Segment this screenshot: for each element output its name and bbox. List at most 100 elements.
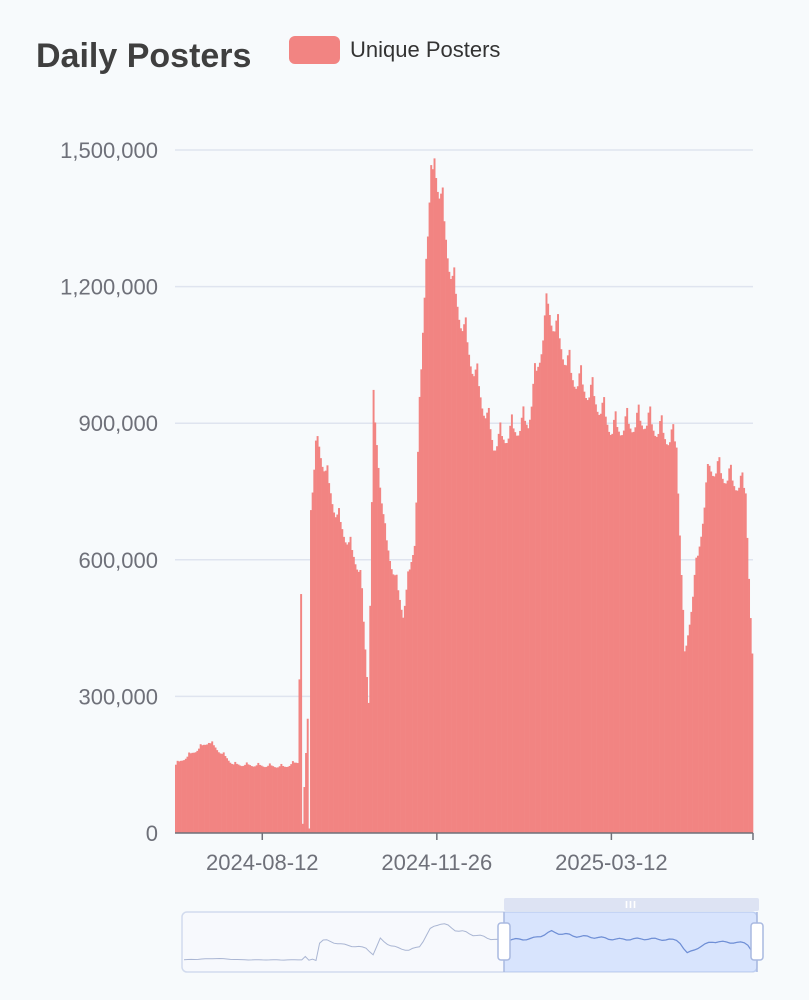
bar[interactable]: [698, 546, 701, 833]
bar[interactable]: [606, 424, 609, 833]
bar[interactable]: [515, 435, 518, 833]
bar[interactable]: [374, 422, 377, 833]
bar[interactable]: [570, 372, 573, 833]
bar[interactable]: [716, 461, 719, 833]
bar[interactable]: [529, 419, 531, 833]
bar[interactable]: [725, 483, 727, 833]
bar[interactable]: [621, 435, 624, 833]
bar[interactable]: [407, 571, 410, 833]
bar[interactable]: [576, 386, 579, 833]
bar[interactable]: [476, 363, 479, 833]
bar[interactable]: [738, 487, 741, 833]
bar[interactable]: [298, 679, 301, 833]
bar[interactable]: [207, 742, 210, 833]
bar[interactable]: [183, 760, 186, 833]
bar[interactable]: [555, 320, 558, 833]
bar[interactable]: [496, 446, 499, 833]
bar[interactable]: [553, 331, 556, 833]
bar[interactable]: [703, 507, 706, 833]
bar[interactable]: [254, 766, 256, 833]
bar[interactable]: [277, 767, 280, 833]
bar[interactable]: [413, 545, 416, 833]
bar[interactable]: [267, 765, 270, 833]
bar[interactable]: [461, 331, 464, 833]
bar[interactable]: [530, 406, 533, 833]
bar[interactable]: [662, 432, 665, 833]
bar[interactable]: [517, 435, 520, 833]
bar[interactable]: [349, 536, 352, 833]
bar[interactable]: [527, 428, 530, 833]
bar[interactable]: [395, 574, 398, 833]
bar[interactable]: [232, 764, 235, 833]
bar[interactable]: [499, 422, 502, 833]
bar[interactable]: [540, 354, 543, 833]
bar[interactable]: [382, 514, 385, 833]
bar[interactable]: [538, 362, 541, 833]
bar[interactable]: [445, 239, 448, 833]
bar[interactable]: [410, 561, 413, 833]
bar[interactable]: [295, 762, 298, 833]
bar[interactable]: [408, 569, 411, 833]
bar[interactable]: [596, 411, 599, 833]
bar[interactable]: [463, 324, 466, 833]
bar[interactable]: [433, 158, 436, 833]
bar[interactable]: [723, 483, 726, 833]
bar[interactable]: [491, 439, 494, 833]
bar[interactable]: [316, 436, 319, 833]
bar[interactable]: [366, 677, 368, 833]
bar[interactable]: [746, 537, 749, 833]
bar[interactable]: [422, 332, 424, 833]
bar[interactable]: [405, 589, 408, 833]
bar[interactable]: [688, 624, 691, 833]
bar-series[interactable]: [175, 158, 754, 834]
bar[interactable]: [333, 512, 336, 833]
bar[interactable]: [655, 436, 658, 833]
bar[interactable]: [720, 473, 723, 833]
bar[interactable]: [214, 747, 217, 833]
bar[interactable]: [448, 271, 451, 834]
bar[interactable]: [482, 415, 485, 833]
bar[interactable]: [568, 349, 571, 833]
bar[interactable]: [649, 406, 652, 833]
bar[interactable]: [331, 504, 334, 833]
bar[interactable]: [504, 443, 507, 833]
bar[interactable]: [438, 198, 441, 833]
bar[interactable]: [377, 467, 380, 833]
bar[interactable]: [430, 165, 433, 834]
bar[interactable]: [426, 236, 429, 833]
bar[interactable]: [425, 258, 428, 834]
bar[interactable]: [342, 536, 345, 833]
bar[interactable]: [502, 439, 505, 833]
bar[interactable]: [311, 492, 314, 833]
bar[interactable]: [221, 753, 224, 833]
zoom-end-handle[interactable]: [750, 922, 764, 961]
bar[interactable]: [370, 502, 373, 833]
bar[interactable]: [652, 430, 655, 833]
bar[interactable]: [319, 458, 322, 833]
bar[interactable]: [193, 752, 196, 833]
bar[interactable]: [354, 564, 357, 833]
bar[interactable]: [184, 758, 187, 833]
bar[interactable]: [697, 555, 699, 833]
bar[interactable]: [229, 762, 232, 833]
bar[interactable]: [280, 763, 283, 833]
bar[interactable]: [262, 766, 265, 833]
bar[interactable]: [224, 756, 227, 833]
bar[interactable]: [484, 418, 487, 833]
bar[interactable]: [227, 760, 230, 833]
bar[interactable]: [318, 446, 321, 833]
bar[interactable]: [301, 823, 304, 833]
bar[interactable]: [629, 428, 632, 833]
bar[interactable]: [441, 187, 444, 834]
bar[interactable]: [619, 435, 622, 833]
bar[interactable]: [296, 763, 299, 833]
bar[interactable]: [669, 442, 671, 833]
bar[interactable]: [647, 412, 650, 833]
bar[interactable]: [711, 475, 714, 833]
bar[interactable]: [459, 328, 462, 833]
bar[interactable]: [454, 293, 457, 833]
bar[interactable]: [338, 508, 340, 833]
bar[interactable]: [588, 397, 591, 833]
bar[interactable]: [708, 465, 711, 833]
bar[interactable]: [446, 258, 449, 834]
